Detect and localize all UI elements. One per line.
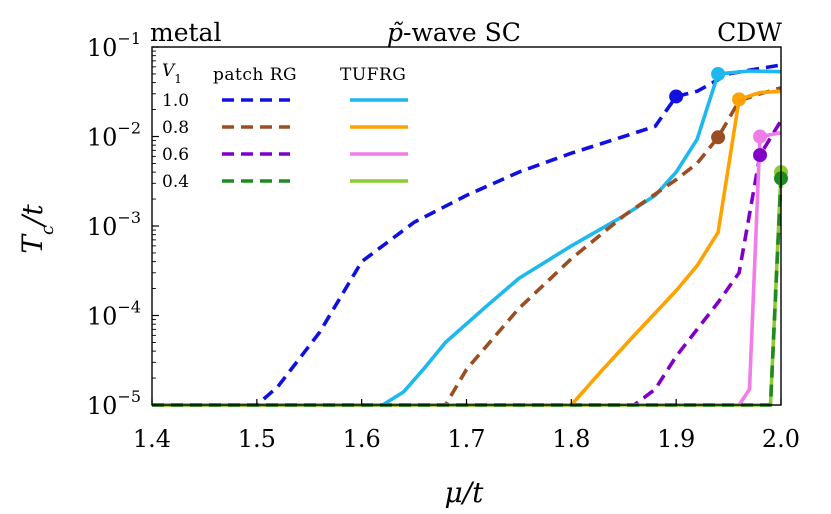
y-tick-base: 10 bbox=[87, 392, 118, 420]
legend-rows: 1.0 0.8 0.6 0.4 bbox=[162, 91, 408, 192]
x-tick-label: 2.0 bbox=[762, 425, 800, 453]
legend-row-label: 0.6 bbox=[162, 145, 189, 165]
y-tick-exp: −5 bbox=[117, 387, 141, 406]
y-tick-base: 10 bbox=[87, 213, 118, 241]
y-tick-base: 10 bbox=[87, 124, 118, 152]
x-tick-label: 1.9 bbox=[657, 425, 695, 453]
x-tick-label: 1.5 bbox=[238, 425, 276, 453]
region-label-cdw: CDW bbox=[717, 18, 782, 47]
x-tick-label: 1.6 bbox=[343, 425, 381, 453]
y-tick-label: 10−1 bbox=[87, 29, 141, 62]
y-axis-label-sub: c bbox=[37, 225, 58, 235]
y-tick-exp: −2 bbox=[117, 119, 141, 138]
series-marker-1 bbox=[711, 66, 726, 81]
ticks-layer: 1.4 1.5 1.6 1.7 1.8 1.9 2.010−510−410−310−210−… bbox=[87, 29, 800, 453]
legend-row-label: 0.8 bbox=[162, 118, 189, 138]
series-marker-0 bbox=[669, 89, 684, 104]
y-tick-exp: −3 bbox=[117, 208, 141, 227]
series-marker-2 bbox=[711, 130, 726, 145]
series-line-1 bbox=[152, 69, 782, 407]
legend: V1 patch RG TUFRG 1.0 0.8 0.6 0.4 bbox=[162, 61, 408, 192]
legend-v1-header: V1 bbox=[162, 61, 182, 86]
y-tick-exp: −1 bbox=[117, 29, 141, 48]
legend-row-label: 1.0 bbox=[162, 91, 189, 111]
series-line-4 bbox=[152, 119, 783, 407]
legend-row-label: 0.4 bbox=[162, 172, 189, 192]
series-marker-5 bbox=[753, 129, 768, 144]
region-label-metal: metal bbox=[150, 18, 221, 47]
series-layer bbox=[152, 63, 788, 407]
y-tick-label: 10−2 bbox=[87, 119, 141, 152]
x-tick-label: 1.4 bbox=[133, 425, 171, 453]
y-tick-exp: −4 bbox=[117, 298, 141, 317]
x-tick-label: 1.8 bbox=[552, 425, 590, 453]
y-tick-label: 10−3 bbox=[87, 208, 141, 241]
series-marker-4 bbox=[753, 148, 768, 163]
series-line-2 bbox=[152, 86, 782, 407]
x-tick-label: 1.7 bbox=[447, 425, 485, 453]
legend-patch-header: patch RG bbox=[213, 65, 297, 85]
region-sc-p: p̃ bbox=[387, 18, 404, 47]
x-axis-label: μ/t bbox=[445, 476, 485, 509]
series-marker-3 bbox=[732, 92, 747, 107]
legend-v1-sub: 1 bbox=[174, 72, 182, 86]
y-tick-base: 10 bbox=[87, 303, 118, 331]
legend-tufrg-header: TUFRG bbox=[340, 65, 406, 85]
y-axis-label: Tc/t bbox=[16, 204, 58, 254]
region-label-sc: p̃-wave SC bbox=[387, 18, 521, 47]
y-tick-base: 10 bbox=[87, 34, 118, 62]
series-line-0 bbox=[152, 63, 782, 407]
y-tick-label: 10−5 bbox=[87, 387, 141, 420]
region-sc-rest: -wave SC bbox=[403, 18, 521, 47]
series-line-3 bbox=[152, 89, 782, 407]
y-tick-label: 10−4 bbox=[87, 298, 141, 331]
